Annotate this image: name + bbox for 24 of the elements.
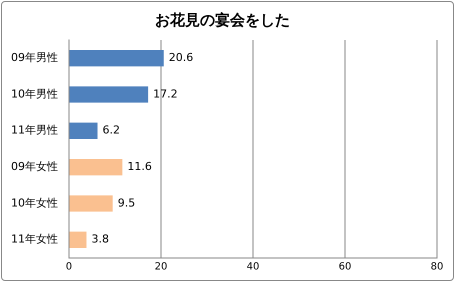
x-tick-label: 20 [154,262,168,273]
x-tick-label: 60 [338,262,352,273]
data-label: 17.2 [153,87,178,100]
data-label: 6.2 [102,124,120,137]
y-tick-label: 10年女性 [10,196,58,210]
y-tick-label: 09年女性 [10,160,58,174]
data-label: 9.5 [118,196,136,210]
bar [69,50,164,66]
y-tick-label: 11年女性 [10,232,58,246]
data-label: 11.6 [127,160,152,174]
data-label: 3.8 [91,232,109,246]
chart-title: お花見の宴会をした [155,10,290,29]
y-tick-label: 09年男性 [10,51,58,64]
x-tick-label: 80 [430,262,444,273]
bar [69,195,113,212]
x-tick-label: 40 [246,262,260,273]
bar [69,122,98,140]
data-label: 20.6 [168,51,194,64]
bar [69,86,148,103]
y-tick-label: 11年男性 [10,124,58,137]
bar [69,232,86,248]
x-tick-label: 0 [66,262,72,273]
bar [69,158,122,176]
y-tick-label: 10年男性 [10,87,58,100]
